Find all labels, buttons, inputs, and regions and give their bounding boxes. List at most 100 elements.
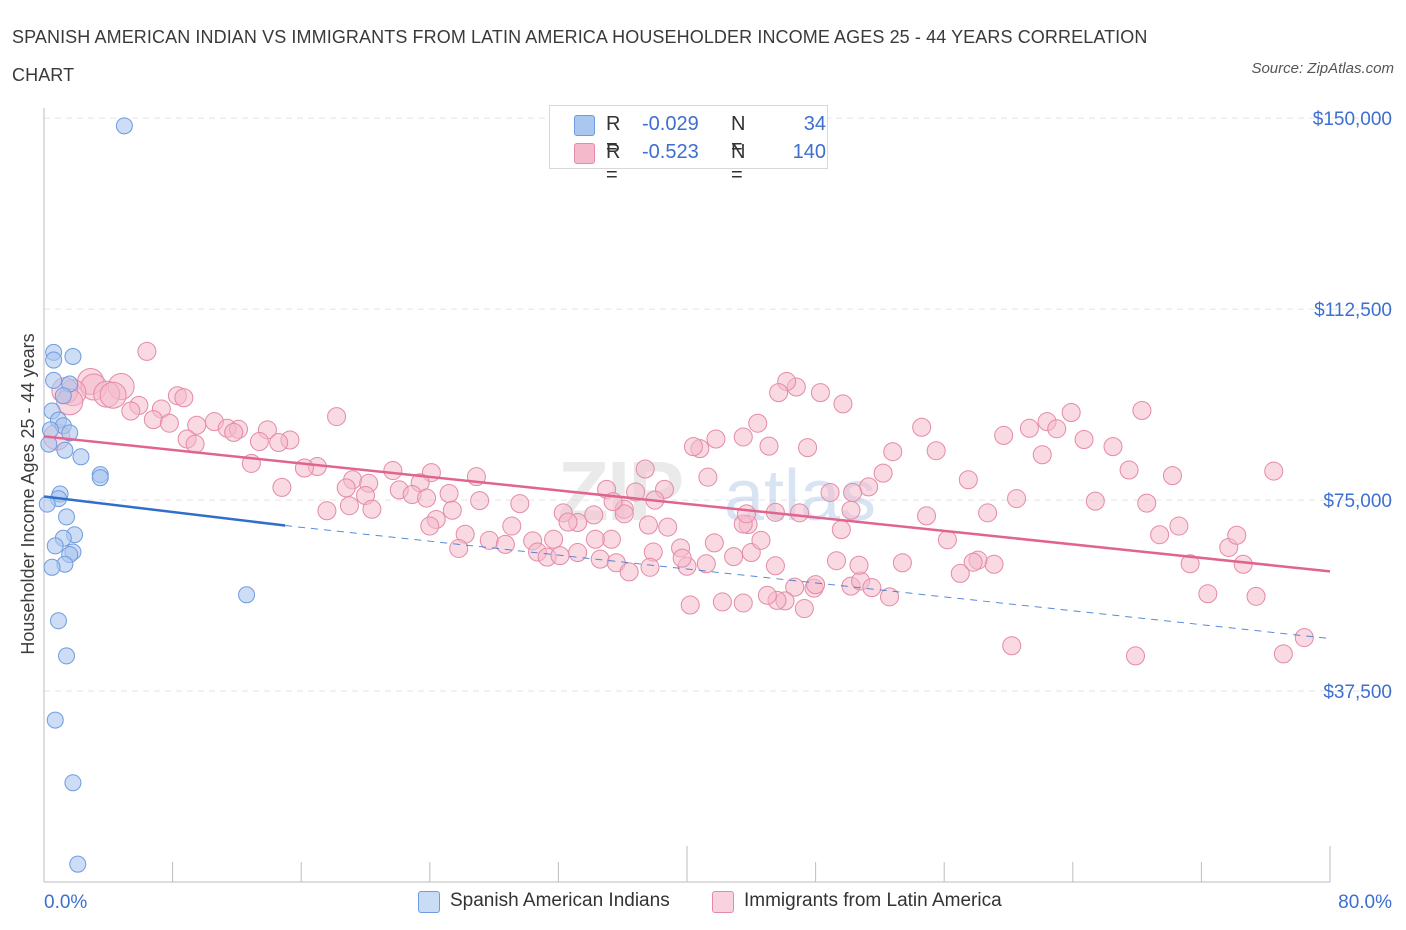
- data-point-latin-america: [698, 467, 718, 487]
- data-point-latin-america: [926, 441, 946, 461]
- data-point-spanish-american-indian: [49, 612, 67, 630]
- data-point-latin-america: [99, 381, 127, 409]
- data-point-spanish-american-indian: [64, 774, 82, 792]
- data-point-latin-america: [1227, 525, 1247, 545]
- data-point-latin-america: [249, 432, 269, 452]
- data-point-latin-america: [765, 556, 785, 576]
- tick-labels: $37,500 $75,000 $112,500 $150,000 0.0% 80.0%: [44, 109, 1392, 913]
- data-point-latin-america: [831, 520, 851, 540]
- data-point-latin-america: [568, 543, 588, 563]
- data-point-latin-america: [963, 552, 983, 572]
- data-point-latin-america: [712, 592, 732, 612]
- pink-swatch: [574, 143, 595, 164]
- data-point-latin-america: [558, 512, 578, 532]
- data-point-latin-america: [733, 593, 753, 613]
- data-point-latin-america: [658, 517, 678, 537]
- data-point-latin-america: [159, 413, 179, 433]
- data-point-latin-america: [736, 504, 756, 524]
- data-point-latin-america: [626, 482, 646, 502]
- data-point-latin-america: [820, 482, 840, 502]
- data-point-spanish-american-indian: [43, 558, 61, 576]
- trend-line-blue-extension: [285, 525, 1331, 640]
- data-point-latin-america: [769, 383, 789, 403]
- blue-swatch: [574, 115, 595, 136]
- y-tick-label: $75,000: [1323, 491, 1392, 512]
- data-point-spanish-american-indian: [72, 448, 90, 466]
- data-point-spanish-american-indian: [56, 441, 74, 459]
- data-point-latin-america: [748, 413, 768, 433]
- data-point-latin-america: [317, 501, 337, 521]
- data-point-latin-america: [880, 587, 900, 607]
- data-point-latin-america: [733, 427, 753, 447]
- data-point-spanish-american-indian: [238, 586, 256, 604]
- trend-lines: [43, 435, 1331, 640]
- data-point-latin-america: [1233, 554, 1253, 574]
- data-point-latin-america: [1002, 636, 1022, 656]
- r-label: R =: [606, 141, 621, 186]
- data-point-latin-america: [696, 554, 716, 574]
- data-point-latin-america: [502, 516, 522, 536]
- data-point-latin-america: [1198, 584, 1218, 604]
- data-point-latin-america: [873, 463, 893, 483]
- data-point-latin-america: [806, 575, 826, 595]
- data-point-latin-america: [470, 491, 490, 511]
- data-point-spanish-american-indian: [58, 647, 76, 665]
- data-point-latin-america: [1294, 628, 1314, 648]
- r-label: R =: [606, 113, 621, 158]
- data-point-latin-america: [912, 417, 932, 437]
- n-value: 34: [803, 113, 826, 135]
- data-point-latin-america: [635, 459, 655, 479]
- y-tick-label: $150,000: [1313, 109, 1392, 130]
- data-point-latin-america: [143, 410, 163, 430]
- data-point-spanish-american-indian: [46, 537, 64, 555]
- data-point-latin-america: [544, 529, 564, 549]
- data-point-latin-america: [383, 461, 403, 481]
- data-point-latin-america: [640, 557, 660, 577]
- trend-line-pink: [43, 435, 1331, 573]
- data-point-latin-america: [269, 433, 289, 453]
- data-point-latin-america: [1150, 525, 1170, 545]
- data-point-latin-america: [339, 496, 359, 516]
- data-point-latin-america: [984, 554, 1004, 574]
- data-point-spanish-american-indian: [54, 387, 72, 405]
- data-point-latin-america: [584, 505, 604, 525]
- data-point-latin-america: [224, 422, 244, 442]
- data-point-latin-america: [680, 595, 700, 615]
- data-point-latin-america: [849, 555, 869, 575]
- data-point-latin-america: [883, 442, 903, 462]
- data-point-latin-america: [937, 530, 957, 550]
- data-point-latin-america: [362, 499, 382, 519]
- data-point-latin-america: [798, 438, 818, 458]
- data-point-latin-america: [1032, 445, 1052, 465]
- data-point-latin-america: [1085, 491, 1105, 511]
- data-point-latin-america: [841, 500, 861, 520]
- blue-swatch: [418, 891, 440, 913]
- data-point-latin-america: [417, 488, 437, 508]
- data-point-latin-america: [449, 538, 469, 558]
- data-point-latin-america: [121, 401, 141, 421]
- data-point-latin-america: [1264, 461, 1284, 481]
- data-point-latin-america: [1132, 400, 1152, 420]
- y-tick-label: $37,500: [1323, 682, 1392, 703]
- data-point-spanish-american-indian: [46, 711, 64, 729]
- data-point-latin-america: [420, 516, 440, 536]
- data-point-latin-america: [994, 425, 1014, 445]
- data-point-latin-america: [950, 563, 970, 583]
- data-point-latin-america: [1074, 429, 1094, 449]
- data-point-latin-america: [790, 503, 810, 523]
- data-point-latin-america: [638, 515, 658, 535]
- data-point-latin-america: [439, 483, 459, 503]
- data-point-latin-america: [683, 437, 703, 457]
- data-point-latin-america: [958, 470, 978, 490]
- data-point-latin-america: [978, 503, 998, 523]
- data-point-latin-america: [826, 551, 846, 571]
- data-point-latin-america: [1162, 466, 1182, 486]
- data-point-latin-america: [1169, 516, 1189, 536]
- n-label: N =: [731, 113, 746, 158]
- data-point-latin-america: [1007, 489, 1027, 509]
- data-point-latin-america: [1061, 403, 1081, 423]
- data-point-latin-america: [843, 482, 863, 502]
- data-point-spanish-american-indian: [64, 347, 82, 365]
- data-point-latin-america: [892, 553, 912, 573]
